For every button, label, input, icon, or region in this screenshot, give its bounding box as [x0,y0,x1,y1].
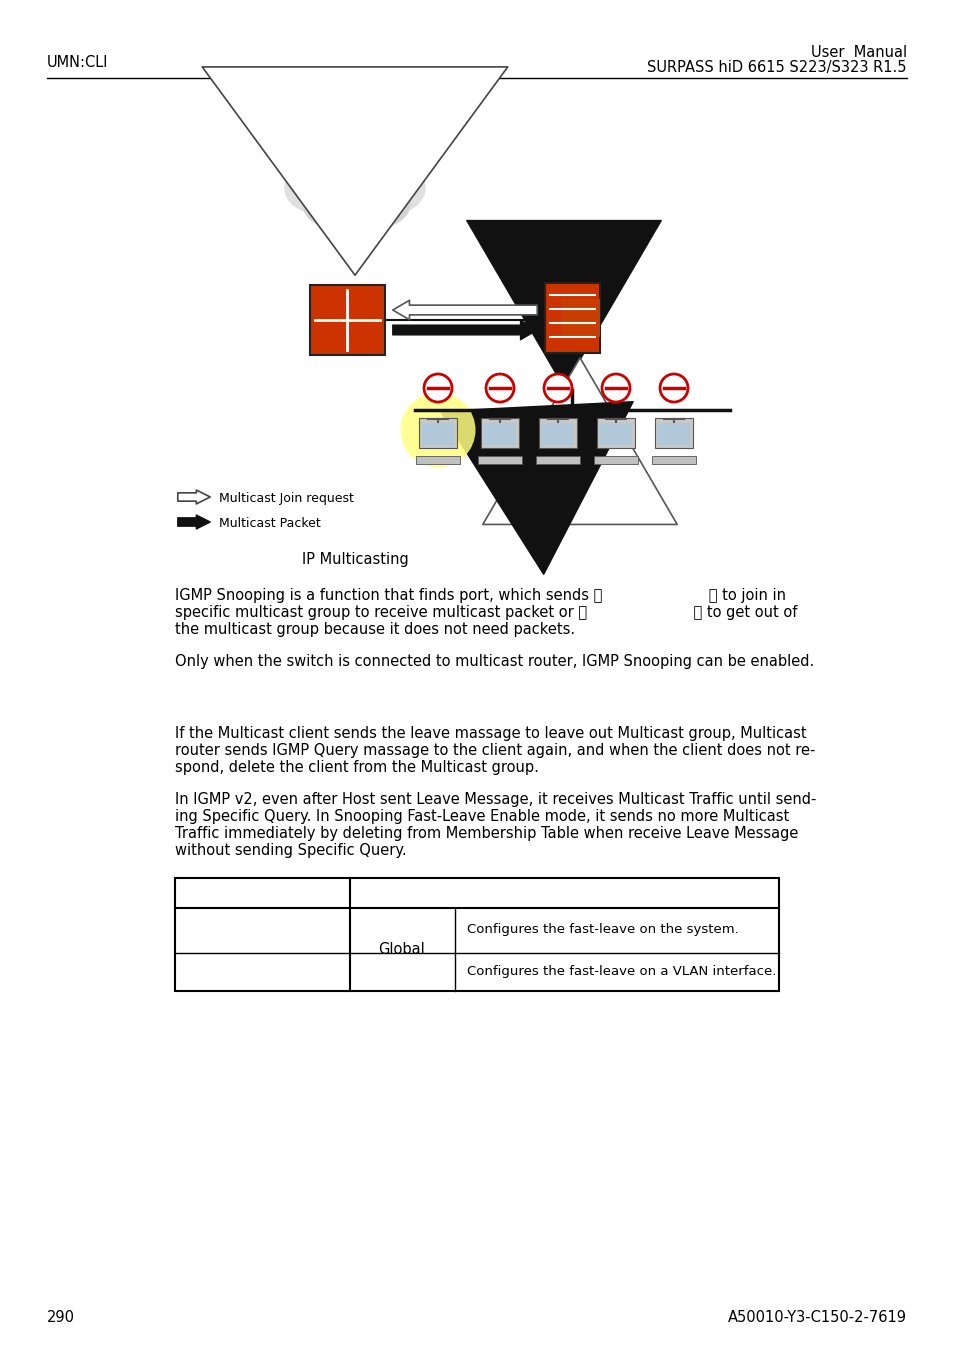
Text: router sends IGMP Query massage to the client again, and when the client does no: router sends IGMP Query massage to the c… [174,743,815,757]
Ellipse shape [356,157,413,200]
Text: Only when the switch is connected to multicast router, IGMP Snooping can be enab: Only when the switch is connected to mul… [174,653,814,670]
Bar [480,418,518,448]
Ellipse shape [307,138,402,208]
Ellipse shape [400,393,475,467]
Ellipse shape [360,163,424,213]
Text: specific multicast group to receive multicast packet or 「                       : specific multicast group to receive mult… [174,605,797,620]
Ellipse shape [339,178,410,228]
Text: A50010-Y3-C150-2-7619: A50010-Y3-C150-2-7619 [727,1310,906,1324]
Text: Multicast Join request: Multicast Join request [219,491,354,505]
Bar [599,423,631,446]
Circle shape [659,374,687,402]
Text: IGMP Snooping is a function that finds port, which sends 「                      : IGMP Snooping is a function that finds p… [174,589,785,603]
Bar [548,288,599,350]
Bar [655,418,692,448]
Text: Multicast Packet: Multicast Packet [219,517,320,531]
Text: If the Multicast client sends the leave massage to leave out Multicast group, Mu: If the Multicast client sends the leave … [174,726,806,741]
Text: Traffic immediately by deleting from Membership Table when receive Leave Message: Traffic immediately by deleting from Mem… [174,826,798,841]
FancyArrowPatch shape [393,300,537,320]
Text: without sending Specific Query.: without sending Specific Query. [174,842,406,859]
FancyArrowPatch shape [393,320,537,340]
Text: ing Specific Query. In Snooping Fast-Leave Enable mode, it sends no more Multica: ing Specific Query. In Snooping Fast-Lea… [174,809,788,824]
Ellipse shape [335,173,411,230]
Text: IP Multicasting: IP Multicasting [302,552,408,567]
FancyArrowPatch shape [177,490,210,504]
Text: 290: 290 [47,1310,75,1324]
Ellipse shape [302,173,372,230]
Text: UMN:CLI: UMN:CLI [47,55,109,70]
FancyArrowPatch shape [177,516,210,529]
Ellipse shape [296,157,353,200]
Text: SURPASS hiD 6615 S223/S323 R1.5: SURPASS hiD 6615 S223/S323 R1.5 [647,59,906,76]
Text: In IGMP v2, even after Host sent Leave Message, it receives Multicast Traffic un: In IGMP v2, even after Host sent Leave M… [174,792,816,807]
Bar [418,418,456,448]
Bar [536,456,579,464]
Bar [544,284,599,352]
Ellipse shape [310,166,399,230]
Circle shape [543,374,572,402]
Bar [310,285,385,355]
Text: Global: Global [378,941,425,957]
Circle shape [423,374,452,402]
Ellipse shape [303,178,367,228]
Bar [174,878,779,991]
Bar [597,418,635,448]
Circle shape [485,374,514,402]
Text: Configures the fast-leave on the system.: Configures the fast-leave on the system. [467,923,738,937]
Bar [541,423,574,446]
Bar [483,423,516,446]
Bar [658,423,689,446]
Bar [560,298,599,338]
Bar [594,456,638,464]
Text: Configures the fast-leave on a VLAN interface.: Configures the fast-leave on a VLAN inte… [467,965,776,979]
Bar [544,284,599,352]
Circle shape [601,374,629,402]
Bar [651,456,696,464]
Ellipse shape [308,176,392,235]
Bar [538,418,577,448]
Ellipse shape [285,163,349,213]
Bar [477,456,521,464]
Bar [557,296,599,342]
Text: User  Manual: User Manual [810,45,906,59]
Bar [416,456,459,464]
Bar [553,292,599,346]
Text: spond, delete the client from the Multicast group.: spond, delete the client from the Multic… [174,760,538,775]
Bar [421,423,454,446]
Text: the multicast group because it does not need packets.: the multicast group because it does not … [174,622,575,637]
